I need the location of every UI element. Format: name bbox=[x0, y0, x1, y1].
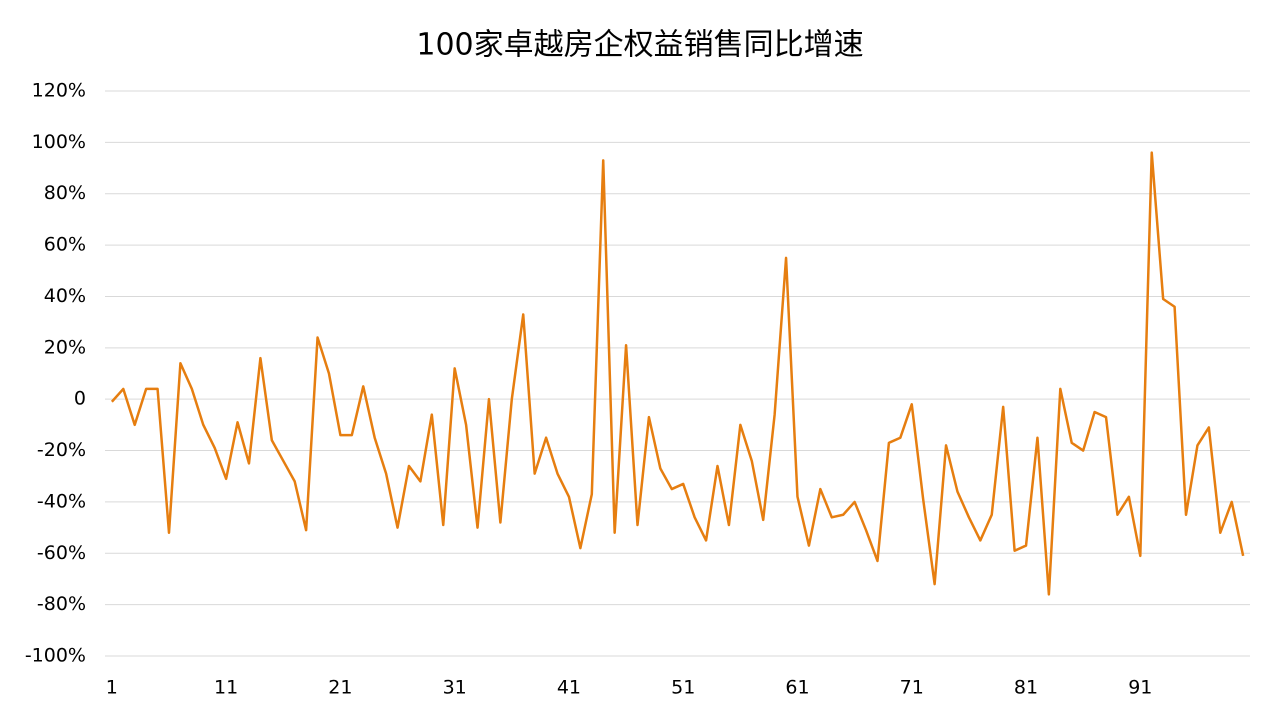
y-tick-label: 0 bbox=[74, 388, 86, 410]
y-tick-label: 80% bbox=[44, 182, 86, 204]
x-tick-label: 51 bbox=[671, 677, 695, 699]
x-tick-label: 11 bbox=[214, 677, 238, 699]
y-tick-label: -20% bbox=[37, 439, 86, 461]
y-tick-label: 60% bbox=[44, 234, 86, 256]
y-tick-label: 20% bbox=[44, 336, 86, 358]
x-tick-label: 81 bbox=[1014, 677, 1038, 699]
y-tick-label: 40% bbox=[44, 285, 86, 307]
y-tick-label: 100% bbox=[32, 131, 86, 153]
y-tick-label: -60% bbox=[37, 542, 86, 564]
x-tick-label: 41 bbox=[557, 677, 581, 699]
chart-title: 100家卓越房企权益销售同比增速 bbox=[416, 28, 863, 63]
y-tick-label: 120% bbox=[32, 80, 86, 102]
y-tick-label: -80% bbox=[37, 593, 86, 615]
data-line bbox=[110, 151, 1245, 596]
x-tick-label: 91 bbox=[1128, 677, 1152, 699]
y-tick-label: -40% bbox=[37, 490, 86, 512]
x-tick-label: 61 bbox=[785, 677, 809, 699]
x-tick-label: 71 bbox=[900, 677, 924, 699]
x-tick-label: 1 bbox=[106, 677, 118, 699]
x-tick-label: 21 bbox=[328, 677, 352, 699]
y-tick-label: -100% bbox=[25, 645, 86, 667]
x-tick-label: 31 bbox=[443, 677, 467, 699]
